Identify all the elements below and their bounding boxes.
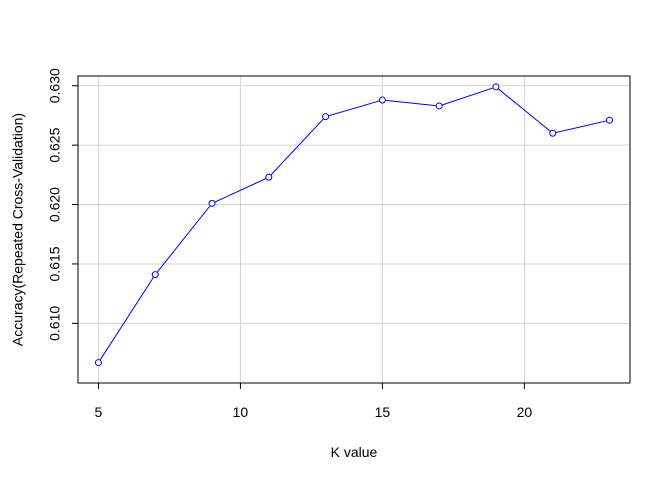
x-tick-label: 15 bbox=[375, 404, 391, 420]
y-axis: 0.610 0.615 0.620 0.625 0.630 bbox=[47, 68, 78, 341]
x-tick-label: 20 bbox=[517, 404, 533, 420]
x-tick-label: 10 bbox=[233, 404, 249, 420]
y-axis-label: Accuracy(Repeated Cross-Validation) bbox=[10, 113, 26, 346]
y-tick-label: 0.625 bbox=[47, 127, 63, 162]
grid-lines bbox=[78, 76, 630, 383]
y-tick-label: 0.615 bbox=[47, 246, 63, 281]
series-group bbox=[94, 83, 614, 367]
data-point bbox=[435, 102, 443, 110]
y-tick-label: 0.630 bbox=[47, 68, 63, 103]
data-point bbox=[94, 359, 102, 367]
data-point bbox=[151, 271, 159, 279]
data-point bbox=[606, 116, 614, 124]
data-point bbox=[378, 96, 386, 104]
y-tick-label: 0.620 bbox=[47, 187, 63, 222]
x-axis-label: K value bbox=[331, 444, 378, 460]
x-tick-label: 5 bbox=[95, 404, 103, 420]
data-point bbox=[492, 83, 500, 91]
data-point bbox=[549, 129, 557, 137]
plot-frame bbox=[77, 75, 631, 384]
series-line bbox=[98, 86, 610, 363]
x-axis: 5 10 15 20 bbox=[95, 383, 533, 420]
data-point bbox=[265, 173, 273, 181]
data-point bbox=[322, 113, 330, 121]
y-tick-label: 0.610 bbox=[47, 306, 63, 341]
data-point bbox=[208, 199, 216, 207]
